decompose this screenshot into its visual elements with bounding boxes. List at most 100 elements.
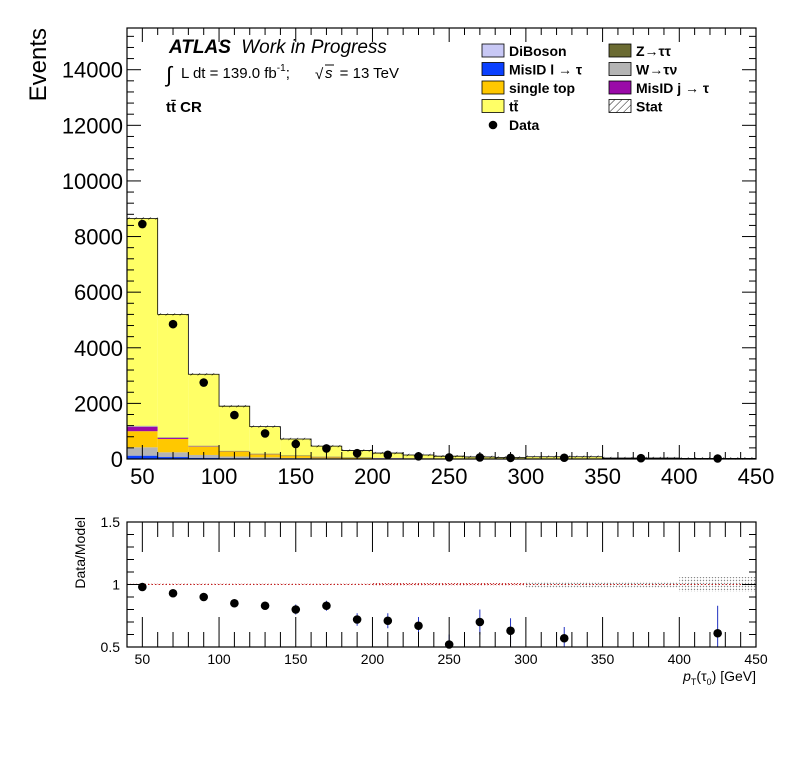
atlas-suffix: Work in Progress xyxy=(241,37,387,58)
stacked-histogram xyxy=(126,217,757,460)
x-tick-label: 450 xyxy=(738,464,775,489)
legend-swatch-misid-j- xyxy=(608,80,632,95)
legend-label-tt-: tt̄ xyxy=(509,98,519,114)
atlas-label: ATLAS Work in Progress xyxy=(168,37,387,58)
stat-band-bin-3 xyxy=(219,404,250,408)
ratio-y-tick-label: 1 xyxy=(112,577,120,593)
bar-tt--bin-1 xyxy=(157,314,189,438)
legend-label-misid-j-: MisID j → τ xyxy=(636,80,710,96)
x-tick-label: 350 xyxy=(584,464,621,489)
ratio-point-9 xyxy=(414,621,423,631)
lumi-text: L dt = 139.0 fb xyxy=(181,65,277,82)
xlabel-p: p xyxy=(682,668,691,684)
ratio-point-7 xyxy=(352,615,362,624)
main-axis-ticks: 0 2000 4000 6000 8000 10000 12000 14000 50 100 150… xyxy=(62,28,775,489)
integral-symbol: ∫ xyxy=(164,62,174,87)
ratio-x-tick-label: 200 xyxy=(361,651,385,667)
energy-value: = 13 TeV xyxy=(340,65,399,82)
ratio-panel: 0.5 1 1.5 50 100 150 200 250 300 350 400 450 Data/M… xyxy=(72,514,768,687)
legend-swatch-tt- xyxy=(481,99,505,113)
ratio-frame xyxy=(126,521,757,648)
ratio-x-tick-label: 300 xyxy=(514,651,538,667)
y-tick-label: 14000 xyxy=(62,58,123,83)
x-tick-label: 250 xyxy=(431,464,468,489)
bar-z--bin-1 xyxy=(157,437,189,438)
bar-misid-j--bin-0 xyxy=(127,426,158,432)
ratio-point-12 xyxy=(506,626,515,636)
ratio-x-tick-label: 50 xyxy=(135,651,151,667)
x-tick-label: 300 xyxy=(508,464,545,489)
stat-band-bin-2 xyxy=(188,373,220,376)
bar-tt--bin-0 xyxy=(127,218,158,426)
ratio-point-8 xyxy=(383,616,393,626)
data-point-6 xyxy=(322,444,331,453)
ratio-y-axis-label: Data/Model xyxy=(72,517,88,589)
stat-band-bin-1 xyxy=(157,313,189,316)
ratio-x-tick-label: 150 xyxy=(284,651,308,667)
data-point-2 xyxy=(199,378,209,387)
legend: DiBoson Z→ττ MisID l → τ W→τν single top MisI… xyxy=(481,43,710,133)
ratio-stat-band xyxy=(127,577,756,592)
x-tick-label: 150 xyxy=(277,464,314,489)
y-tick-label: 4000 xyxy=(74,336,123,361)
luminosity-label: L dt = 139.0 fb-1; xyxy=(181,63,290,82)
legend-label-z-: Z→ττ xyxy=(636,43,672,59)
data-point-5 xyxy=(291,439,301,449)
bar-z--bin-0 xyxy=(127,425,158,427)
x-tick-label: 100 xyxy=(201,464,238,489)
ratio-x-tick-label: 250 xyxy=(437,651,461,667)
legend-label-w-: W→τν xyxy=(636,62,677,78)
legend-label-stat: Stat xyxy=(636,99,663,115)
x-tick-label: 400 xyxy=(661,464,698,489)
ratio-x-tick-label: 400 xyxy=(668,651,692,667)
stat-band-bin-4 xyxy=(249,425,281,428)
data-point-0 xyxy=(138,219,147,229)
x-tick-label: 50 xyxy=(130,464,154,489)
ratio-x-tick-label: 100 xyxy=(207,651,231,667)
bar-single-top-bin-2 xyxy=(188,446,220,455)
y-tick-label: 12000 xyxy=(62,113,123,138)
main-frame xyxy=(126,27,757,460)
bar-misid-j--bin-1 xyxy=(157,437,189,439)
main-panel: 0 2000 4000 6000 8000 10000 12000 14000 50 100 150… xyxy=(25,27,775,489)
legend-swatch-stat xyxy=(608,99,632,113)
y-tick-label: 8000 xyxy=(74,225,123,250)
ratio-point-14 xyxy=(713,628,722,638)
legend-label-single-top: single top xyxy=(509,80,575,96)
ratio-x-axis-label: pT(τ0) [GeV] xyxy=(682,668,756,687)
energy-label: s = 13 TeV xyxy=(325,65,399,82)
data-point-14 xyxy=(636,453,646,463)
bar-diboson-bin-0 xyxy=(127,426,158,427)
ratio-point-6 xyxy=(322,601,331,611)
ratio-y-tick-label: 1.5 xyxy=(101,514,121,530)
xlabel-arg-sub: 0 xyxy=(707,677,712,687)
ratio-axis-ticks: 0.5 1 1.5 50 100 150 200 250 300 350 400 450 xyxy=(101,514,768,667)
lumi-separator: ; xyxy=(286,65,290,82)
ratio-x-tick-label: 350 xyxy=(591,651,615,667)
sqrts-s: s xyxy=(325,65,333,82)
x-tick-label: 200 xyxy=(354,464,391,489)
legend-marker-data xyxy=(488,120,498,130)
stat-band-bin-0 xyxy=(127,217,158,220)
ratio-point-2 xyxy=(199,592,209,602)
legend-swatch-w- xyxy=(608,62,632,76)
ratio-y-tick-label: 0.5 xyxy=(101,639,121,655)
bar-misid-j--bin-2 xyxy=(188,446,220,447)
data-point-13 xyxy=(559,453,569,463)
lumi-exponent: -1 xyxy=(277,63,286,74)
xlabel-unit: ) [GeV] xyxy=(712,668,756,684)
y-tick-label: 0 xyxy=(111,447,123,472)
xlabel-arg: (τ xyxy=(696,668,707,684)
y-tick-label: 10000 xyxy=(62,169,123,194)
legend-label-data: Data xyxy=(509,117,540,133)
legend-label-misid-l-: MisID l → τ xyxy=(509,62,583,78)
xlabel-p-sub: T xyxy=(691,677,697,687)
ratio-point-11 xyxy=(475,617,485,627)
sqrt-symbol: √ xyxy=(315,66,324,83)
bar-z--bin-3 xyxy=(219,450,250,452)
data-point-3 xyxy=(230,410,239,420)
data-point-1 xyxy=(168,319,178,329)
legend-swatch-z- xyxy=(608,43,632,58)
region-label: tt̄ CR xyxy=(166,99,202,116)
